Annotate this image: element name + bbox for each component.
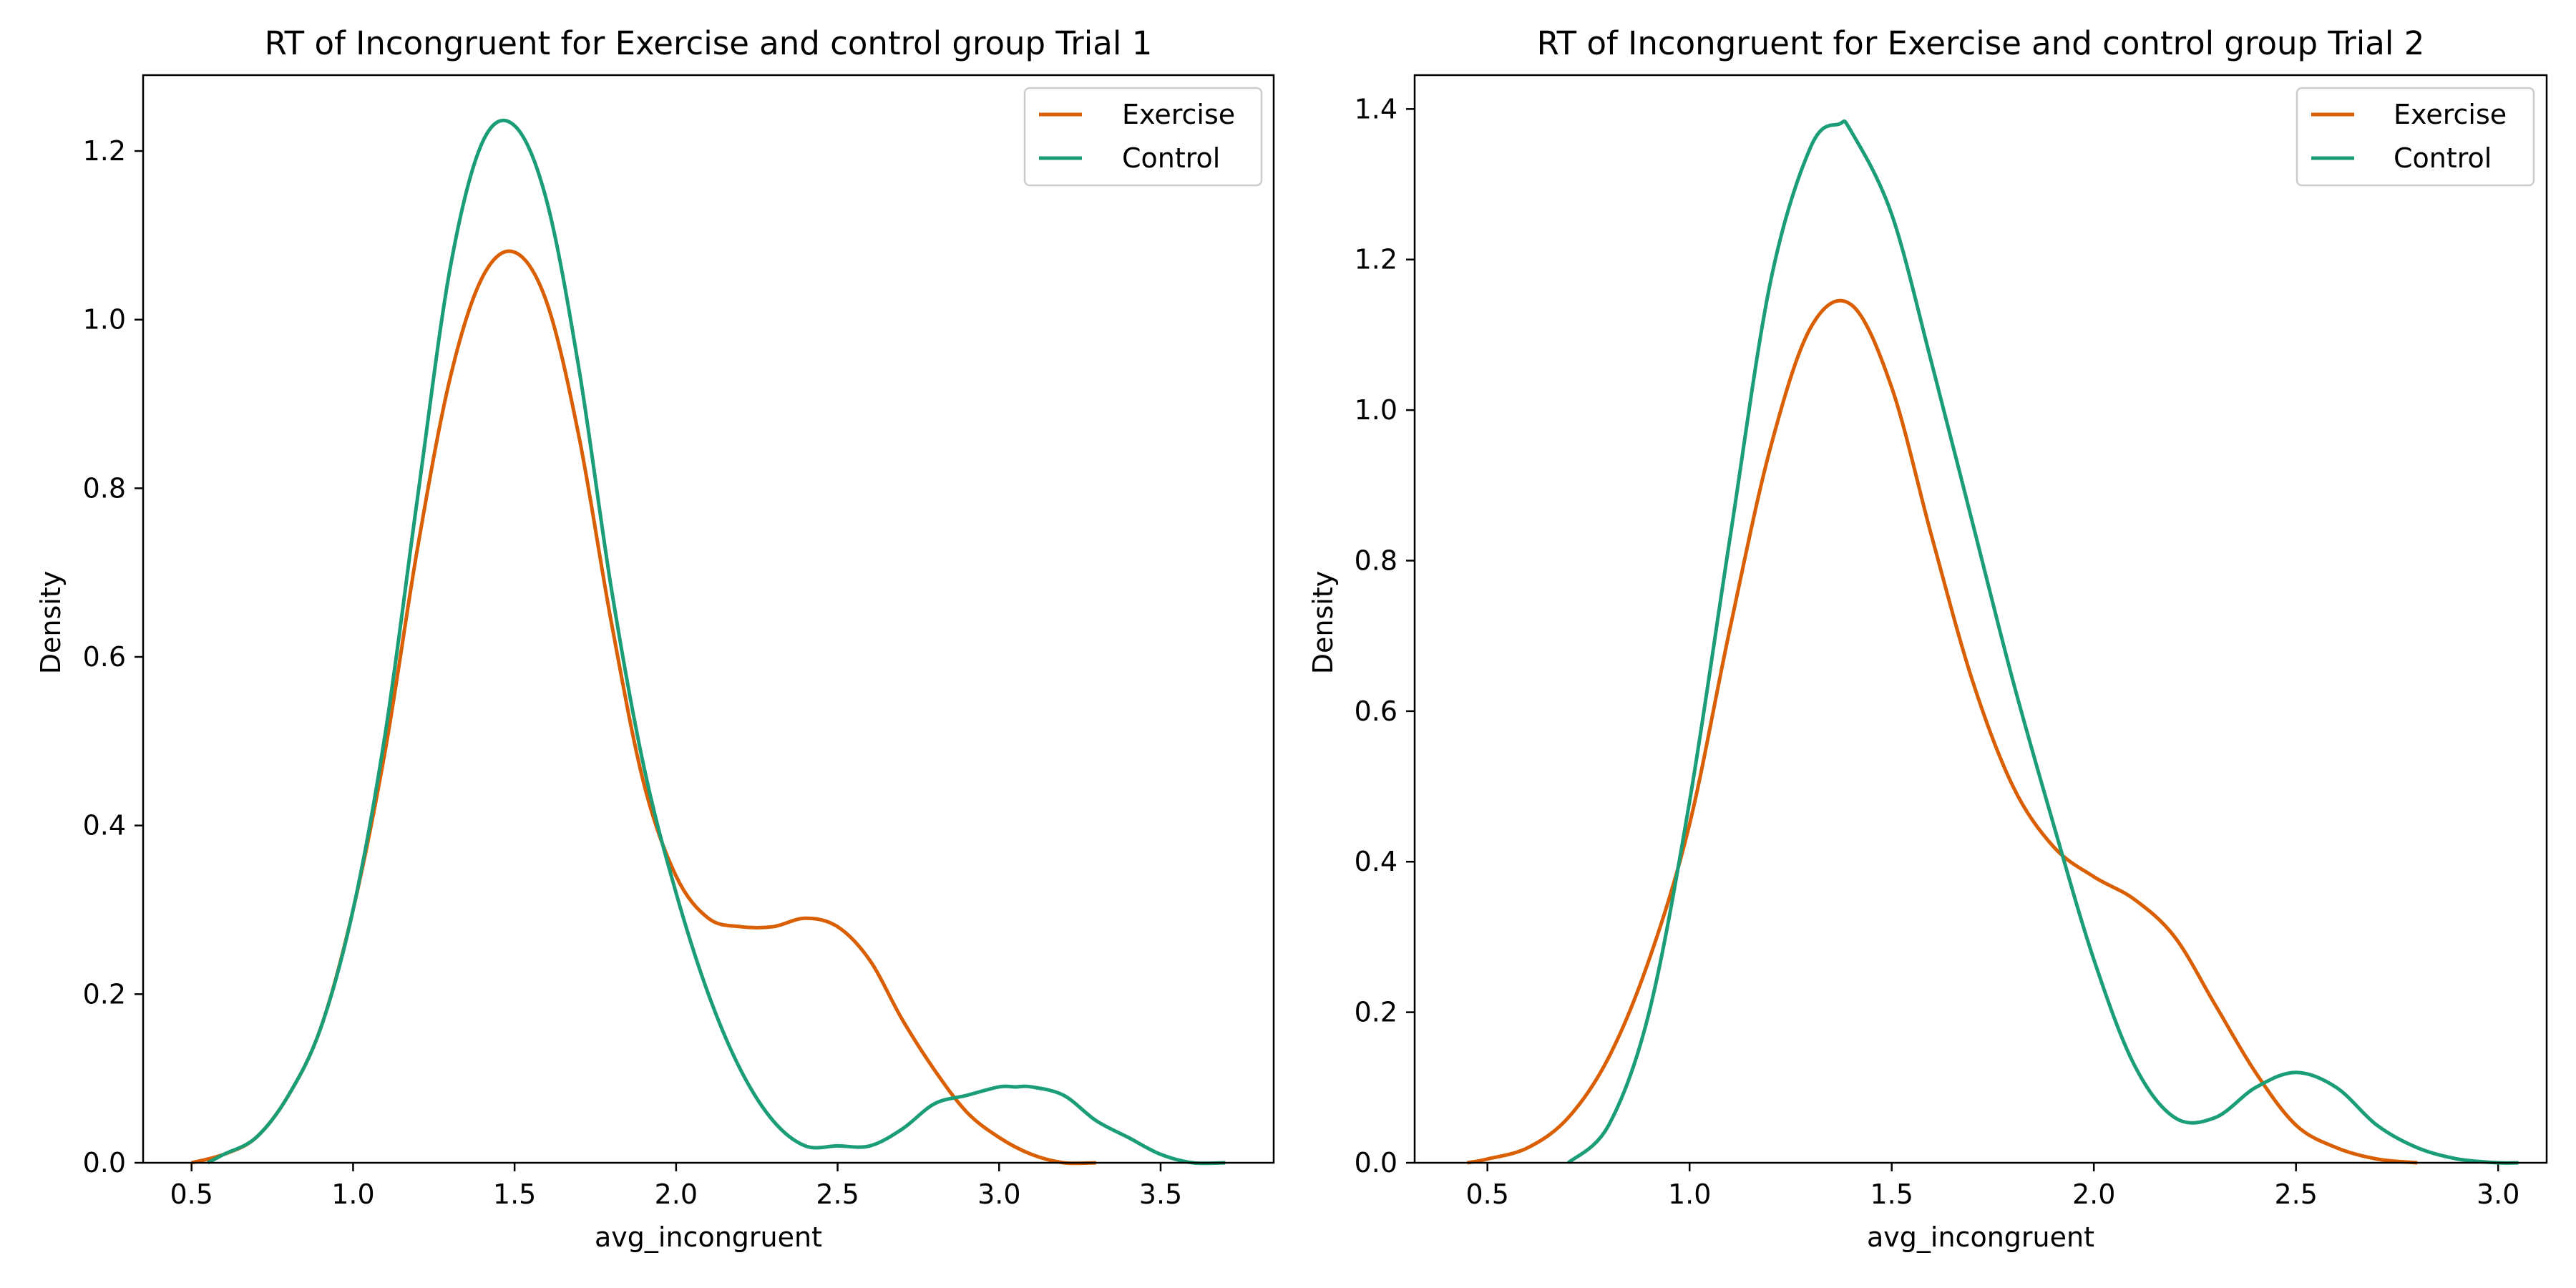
x-tick-label: 2.0: [2072, 1179, 2115, 1210]
series-line-control: [207, 118, 1226, 1166]
x-tick-label: 1.5: [1870, 1179, 1913, 1210]
x-axis-label: avg_incongruent: [1867, 1221, 2094, 1253]
legend-box: [1023, 87, 1263, 187]
legend-label-exercise: Exercise: [2394, 99, 2507, 130]
x-tick-label: 0.5: [170, 1179, 213, 1210]
x-axis-label: avg_incongruent: [595, 1221, 822, 1253]
x-tick-label: 1.0: [331, 1179, 374, 1210]
series-lines: [191, 118, 1226, 1166]
y-ticks: 0.0 0.2 0.4 0.6 0.8 1.0 1.2 1.4: [1355, 93, 1415, 1179]
y-tick-label: 0.4: [1355, 846, 1397, 877]
y-axis-label: Density: [35, 571, 67, 674]
series-line-control: [1566, 119, 2519, 1165]
chart-title: RT of Incongruent for Exercise and contr…: [265, 24, 1153, 62]
x-ticks: 0.5 1.0 1.5 2.0 2.5 3.0 3.5: [170, 1163, 1182, 1210]
plot-frame: [142, 74, 1275, 1164]
series-lines: [1466, 119, 2519, 1165]
legend-label-control: Control: [1122, 142, 1220, 174]
y-tick-label: 0.8: [1355, 545, 1397, 576]
x-tick-label: 2.5: [816, 1179, 859, 1210]
y-tick-label: 0.2: [1355, 997, 1397, 1028]
chart-panel-trial-2: RT of Incongruent for Exercise and contr…: [1307, 24, 2548, 1253]
x-tick-label: 2.5: [2274, 1179, 2317, 1210]
legend: Exercise Control: [2296, 87, 2535, 187]
y-tick-label: 0.2: [83, 978, 126, 1010]
y-tick-label: 1.4: [1355, 93, 1397, 125]
y-ticks: 0.0 0.2 0.4 0.6 0.8 1.0 1.2: [83, 135, 143, 1179]
x-tick-label: 3.0: [977, 1179, 1020, 1210]
x-ticks: 0.5 1.0 1.5 2.0 2.5 3.0: [1465, 1163, 2519, 1210]
x-tick-label: 0.5: [1465, 1179, 1508, 1210]
y-tick-label: 1.0: [1355, 394, 1397, 426]
chart-title: RT of Incongruent for Exercise and contr…: [1537, 24, 2425, 62]
y-tick-label: 0.8: [83, 472, 126, 504]
legend-box: [2296, 87, 2535, 187]
y-tick-label: 0.6: [83, 641, 126, 673]
legend-label-exercise: Exercise: [1122, 99, 1235, 130]
y-tick-label: 1.2: [1355, 244, 1397, 275]
y-axis-label: Density: [1307, 571, 1339, 674]
x-tick-label: 3.5: [1139, 1179, 1182, 1210]
plot-frame: [1413, 74, 2548, 1164]
x-tick-label: 2.0: [655, 1179, 698, 1210]
y-tick-label: 0.6: [1355, 696, 1397, 727]
chart-panel-trial-1: RT of Incongruent for Exercise and contr…: [35, 24, 1275, 1253]
y-tick-label: 0.4: [83, 810, 126, 841]
series-line-exercise: [1466, 298, 2418, 1165]
y-tick-label: 0.0: [83, 1147, 126, 1179]
legend: Exercise Control: [1023, 87, 1263, 187]
x-tick-label: 3.0: [2477, 1179, 2519, 1210]
legend-label-control: Control: [2394, 142, 2492, 174]
y-tick-label: 0.0: [1355, 1147, 1397, 1179]
y-tick-label: 1.0: [83, 304, 126, 336]
y-tick-label: 1.2: [83, 135, 126, 167]
x-tick-label: 1.5: [493, 1179, 536, 1210]
x-tick-label: 1.0: [1668, 1179, 1711, 1210]
